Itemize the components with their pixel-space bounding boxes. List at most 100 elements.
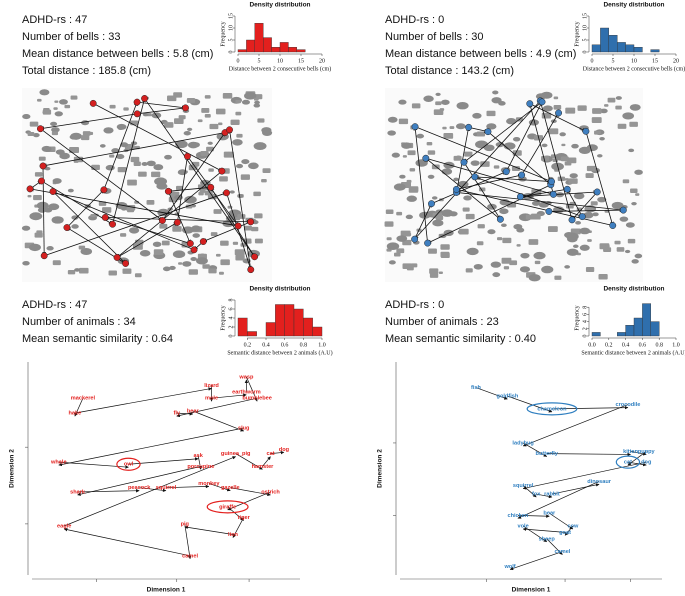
x-tick-label: 0.4 bbox=[262, 342, 270, 348]
path-arrow bbox=[427, 184, 551, 244]
distractor bbox=[398, 99, 407, 105]
path-arrow bbox=[431, 171, 507, 205]
distractor bbox=[541, 156, 550, 161]
hist-bar bbox=[237, 49, 247, 53]
distractor bbox=[220, 259, 230, 266]
distractor bbox=[229, 190, 235, 194]
distractor bbox=[29, 121, 39, 127]
distractor bbox=[407, 150, 416, 156]
distractor bbox=[209, 123, 219, 130]
distractor bbox=[177, 169, 188, 176]
distractor bbox=[44, 166, 51, 171]
distractor bbox=[617, 123, 627, 129]
distractor bbox=[486, 110, 496, 117]
distractor bbox=[130, 141, 138, 146]
link-arrow bbox=[58, 427, 244, 467]
link-arrow bbox=[211, 393, 247, 399]
distractor bbox=[501, 257, 512, 264]
distractor bbox=[466, 247, 479, 256]
path-arrow bbox=[42, 132, 226, 168]
path-arrow bbox=[228, 129, 252, 270]
bell bbox=[578, 213, 586, 221]
x-axis-label: Dimension 1 bbox=[147, 587, 186, 594]
distractor bbox=[533, 251, 546, 260]
distractor bbox=[565, 107, 576, 114]
distractor bbox=[230, 119, 240, 126]
word: cat bbox=[266, 451, 274, 457]
distractor bbox=[183, 130, 191, 136]
distractor bbox=[426, 141, 433, 146]
word: tiger bbox=[238, 515, 251, 521]
link-arrow bbox=[139, 487, 167, 493]
distractor bbox=[594, 130, 601, 135]
link-arrow bbox=[627, 461, 647, 467]
distractor bbox=[561, 143, 566, 147]
distractor bbox=[34, 172, 43, 177]
path-arrow bbox=[144, 98, 255, 258]
word: wasp bbox=[238, 374, 254, 380]
distractor bbox=[503, 266, 510, 270]
distractor bbox=[423, 95, 434, 102]
x-tick-label: 0.6 bbox=[281, 342, 289, 348]
x-axis-label: Distance between 2 consecutive bells (cm… bbox=[583, 65, 685, 72]
distractor bbox=[516, 227, 525, 233]
distractor bbox=[409, 186, 419, 192]
hist-bar bbox=[591, 332, 601, 337]
word: dog bbox=[279, 447, 290, 453]
word: bear bbox=[187, 408, 200, 414]
distractor bbox=[499, 199, 510, 206]
distractor bbox=[130, 156, 140, 163]
distractor bbox=[22, 260, 30, 266]
distractor bbox=[164, 154, 172, 160]
distractor bbox=[506, 117, 517, 125]
word: goldfish bbox=[497, 394, 519, 400]
distractor bbox=[235, 163, 244, 169]
word: butterfly bbox=[536, 451, 559, 457]
distractor bbox=[629, 104, 641, 111]
hist-bar bbox=[650, 49, 660, 53]
distractor bbox=[244, 92, 257, 100]
distractor bbox=[167, 95, 177, 102]
distractor bbox=[492, 272, 501, 278]
distractor bbox=[81, 135, 90, 141]
distractor bbox=[240, 174, 250, 180]
y-tick-label: 2 bbox=[228, 326, 234, 329]
distractor bbox=[630, 188, 638, 193]
bell bbox=[460, 158, 468, 166]
link-arrow bbox=[176, 412, 194, 416]
link-arrow bbox=[64, 456, 237, 527]
distractor bbox=[218, 122, 223, 126]
distractor bbox=[575, 221, 581, 225]
distractor bbox=[102, 207, 112, 213]
y-tick-label: 8 bbox=[228, 299, 234, 302]
distractor bbox=[405, 214, 413, 220]
hist-bar bbox=[312, 326, 323, 337]
bell bbox=[516, 193, 524, 201]
hist-bar bbox=[247, 331, 257, 337]
distractor bbox=[117, 166, 127, 173]
distractor bbox=[36, 201, 49, 210]
distractor bbox=[566, 157, 577, 164]
distractor bbox=[465, 268, 473, 273]
bell bbox=[26, 185, 34, 193]
distractor bbox=[553, 96, 559, 100]
distractor bbox=[573, 192, 585, 200]
distractor bbox=[406, 195, 417, 202]
distractor bbox=[568, 178, 578, 184]
distractor bbox=[586, 165, 596, 172]
bell bbox=[526, 100, 534, 108]
path-arrow bbox=[112, 98, 146, 225]
link-arrow bbox=[546, 452, 631, 457]
hist-bar bbox=[254, 23, 264, 53]
distractor bbox=[37, 98, 42, 102]
link-arrow bbox=[63, 527, 191, 557]
path-arrow bbox=[463, 162, 501, 220]
distractor bbox=[406, 266, 414, 271]
distractor bbox=[159, 223, 168, 229]
distractor bbox=[486, 123, 497, 130]
distractor bbox=[69, 134, 79, 140]
distractor bbox=[541, 265, 554, 274]
bell bbox=[113, 254, 121, 261]
distractor bbox=[128, 227, 140, 234]
